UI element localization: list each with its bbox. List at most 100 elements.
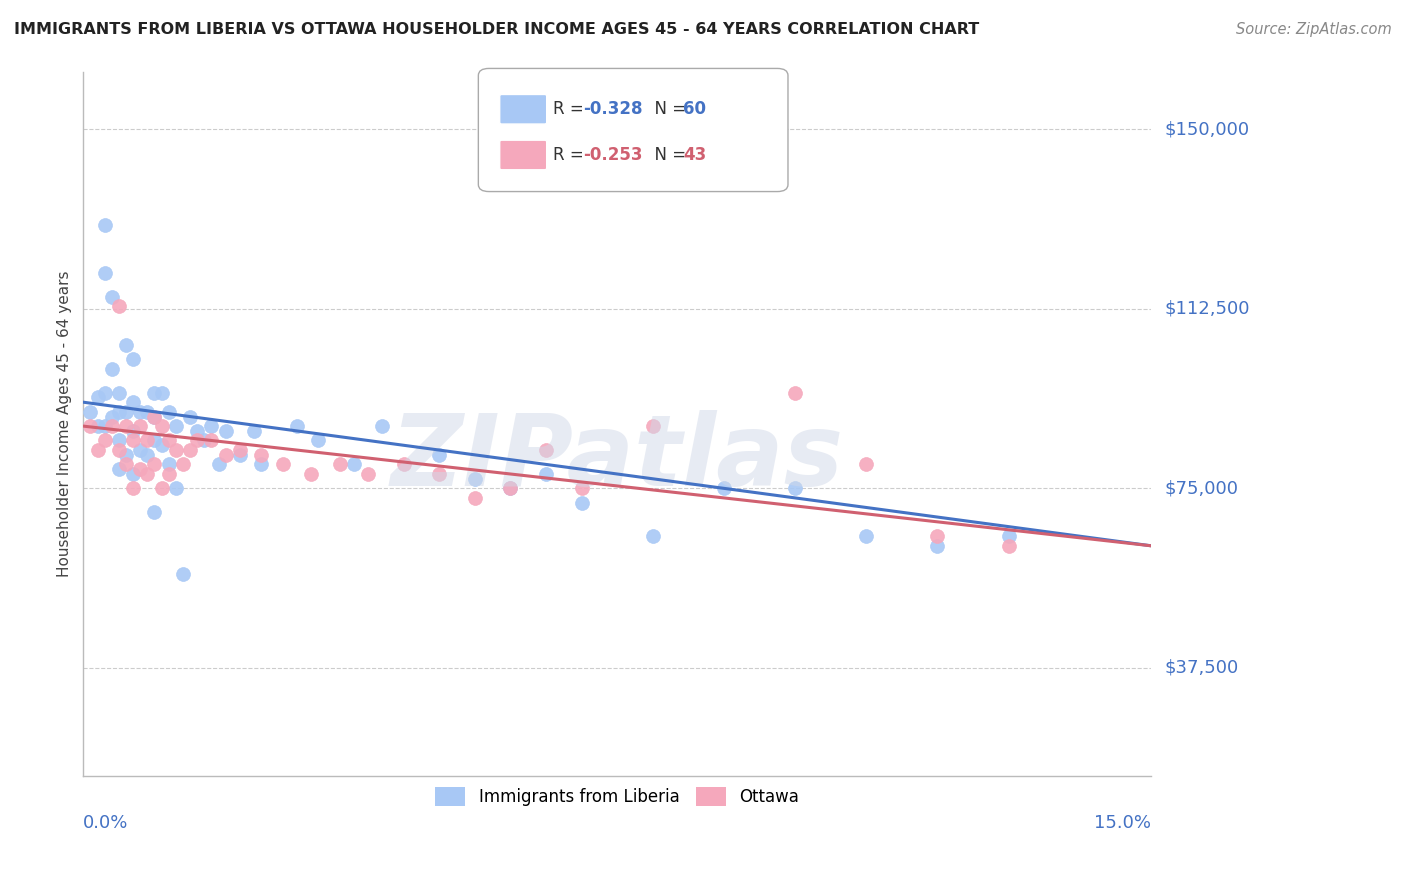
Point [927,529,949,543]
Point [179,443,201,458]
Point [186,434,208,448]
Text: -0.253: -0.253 [583,146,643,164]
Point [122,481,145,495]
Point [143,385,166,400]
Point [136,467,159,481]
Point [136,434,159,448]
Point [243,424,266,438]
Text: N =: N = [644,146,692,164]
Point [165,419,187,434]
Point [157,434,180,448]
Point [165,481,187,495]
Point [86,443,108,458]
Point [641,529,664,543]
Point [855,529,877,543]
Point [93,266,115,280]
Point [229,448,252,462]
Text: $112,500: $112,500 [1166,300,1250,318]
Point [200,434,222,448]
Point [150,438,173,452]
Point [150,419,173,434]
FancyBboxPatch shape [499,95,547,124]
Point [115,419,138,434]
FancyBboxPatch shape [478,69,787,192]
Point [534,443,557,458]
Point [108,462,131,476]
Point [499,481,522,495]
Text: $150,000: $150,000 [1166,120,1250,138]
Point [93,385,115,400]
Point [108,405,131,419]
Point [129,462,152,476]
Point [371,419,394,434]
Point [193,434,215,448]
Point [108,443,131,458]
Point [136,405,159,419]
Text: IMMIGRANTS FROM LIBERIA VS OTTAWA HOUSEHOLDER INCOME AGES 45 - 64 YEARS CORRELAT: IMMIGRANTS FROM LIBERIA VS OTTAWA HOUSEH… [14,22,980,37]
Point [79,405,101,419]
Point [129,419,152,434]
Point [115,448,138,462]
Point [100,419,122,434]
Point [122,395,145,409]
Text: $37,500: $37,500 [1166,659,1239,677]
Point [571,496,593,510]
Point [115,458,138,472]
Text: 60: 60 [683,100,706,119]
Point [307,434,329,448]
Text: 43: 43 [683,146,707,164]
Point [93,218,115,232]
Y-axis label: Householder Income Ages 45 - 64 years: Householder Income Ages 45 - 64 years [58,270,72,577]
Point [499,481,522,495]
Point [143,505,166,519]
Point [641,419,664,434]
Point [86,419,108,434]
Point [93,434,115,448]
Point [143,458,166,472]
Legend: Immigrants from Liberia, Ottawa: Immigrants from Liberia, Ottawa [425,777,808,816]
Point [157,467,180,481]
Text: 0.0%: 0.0% [83,814,129,832]
Point [172,567,194,582]
Point [785,481,807,495]
Point [108,300,131,314]
Point [571,481,593,495]
Point [328,458,350,472]
Point [214,424,236,438]
Point [129,405,152,419]
Point [392,458,415,472]
Point [108,385,131,400]
Point [143,409,166,424]
Text: $75,000: $75,000 [1166,479,1239,498]
Point [122,424,145,438]
Point [115,338,138,352]
Text: Source: ZipAtlas.com: Source: ZipAtlas.com [1236,22,1392,37]
Point [285,419,308,434]
Point [100,290,122,304]
Point [357,467,380,481]
Point [200,419,222,434]
Point [108,434,131,448]
Point [143,434,166,448]
Point [100,361,122,376]
Point [464,472,486,486]
Point [122,434,145,448]
Point [172,458,194,472]
Text: N =: N = [644,100,692,119]
Point [207,458,229,472]
Point [150,385,173,400]
Text: R =: R = [553,100,589,119]
Point [855,458,877,472]
Point [100,409,122,424]
Point [165,443,187,458]
Point [229,443,252,458]
Point [534,467,557,481]
Point [129,443,152,458]
Point [250,448,273,462]
Point [427,467,450,481]
Point [464,491,486,505]
Text: 15.0%: 15.0% [1094,814,1152,832]
Point [343,458,366,472]
Point [122,352,145,367]
Point [997,529,1019,543]
